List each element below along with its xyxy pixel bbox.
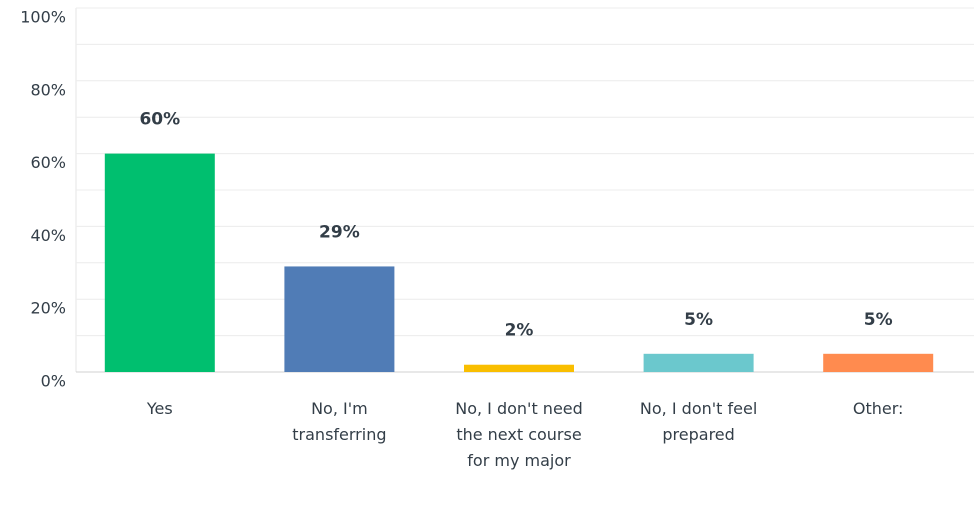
bar <box>823 353 934 372</box>
x-tick-label: No, I'm transferring <box>292 399 387 444</box>
value-label: 60% <box>139 110 180 130</box>
bar <box>464 364 574 372</box>
y-tick-label: 80% <box>30 80 66 99</box>
x-tick-label: Other: <box>852 399 904 418</box>
x-tick-label: No, I don't feel prepared <box>639 399 758 444</box>
y-tick-label: 40% <box>30 226 66 245</box>
bar <box>284 266 395 372</box>
y-tick-label: 100% <box>20 8 66 27</box>
y-tick-label: 60% <box>30 153 66 172</box>
value-label: 2% <box>505 321 534 341</box>
x-tick-label: Yes <box>146 399 173 418</box>
value-label: 5% <box>684 310 713 330</box>
value-label: 5% <box>864 310 893 330</box>
value-label: 29% <box>319 222 360 242</box>
bar <box>643 353 754 372</box>
x-tick-label: No, I don't need the next course for my … <box>455 399 583 470</box>
y-tick-label: 0% <box>41 372 66 391</box>
y-tick-label: 20% <box>30 299 66 318</box>
bar <box>104 153 215 372</box>
